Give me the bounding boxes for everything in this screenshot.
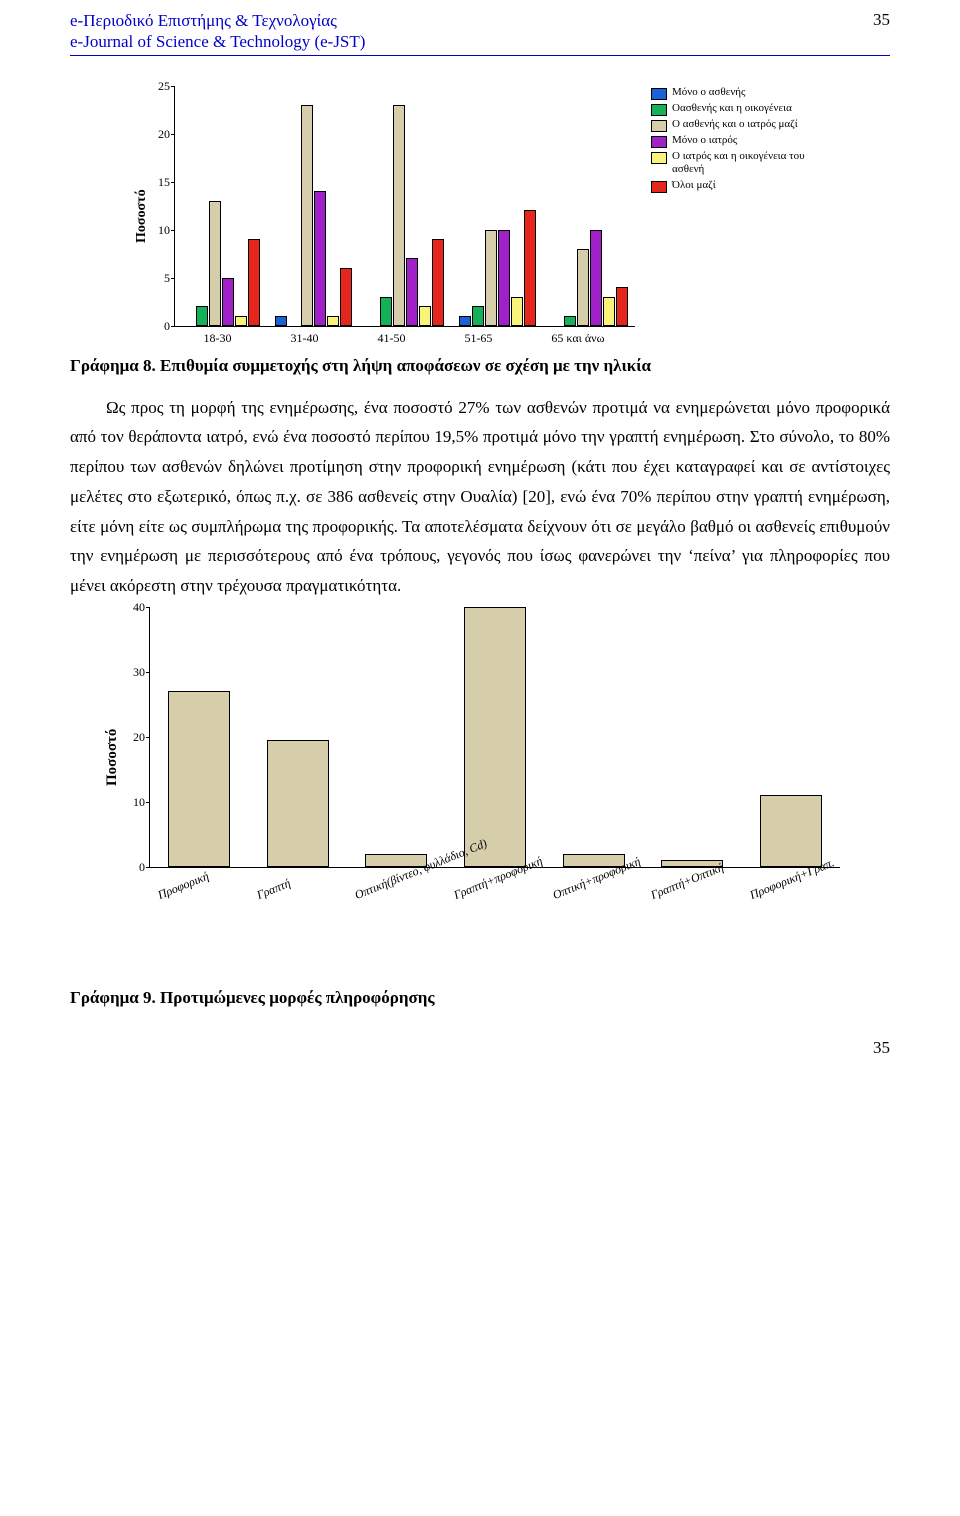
chart2-y-label: Ποσοστό bbox=[100, 647, 121, 867]
chart1-bar bbox=[511, 297, 523, 326]
page-number-bottom: 35 bbox=[70, 1038, 890, 1058]
chart2-x-tick: Προφορική bbox=[163, 863, 262, 988]
chart2-bar bbox=[267, 740, 329, 867]
chart2-caption-text: Προτιμώμενες μορφές πληροφόρησης bbox=[156, 988, 435, 1007]
chart1-bar bbox=[222, 278, 234, 326]
legend-swatch bbox=[651, 120, 667, 132]
chart1-bar bbox=[603, 297, 615, 326]
chart1-bar bbox=[432, 239, 444, 325]
chart1-bar-group bbox=[183, 201, 260, 326]
legend-swatch bbox=[651, 136, 667, 148]
chart1-legend-item: Όλοι μαζί bbox=[651, 179, 806, 193]
header-line-1: e-Περιοδικό Επιστήμης & Τεχνολογίας bbox=[70, 10, 365, 31]
chart1-y-label: Ποσοστό bbox=[130, 96, 150, 336]
chart2-x-tick: Οπτική+προφορική bbox=[558, 863, 657, 988]
chart1-bar bbox=[419, 306, 431, 325]
chart1-bar bbox=[524, 210, 536, 325]
chart1-bar bbox=[590, 230, 602, 326]
chart1-bar bbox=[248, 239, 260, 325]
legend-label: Ο ασθενής και ο ιατρός μαζί bbox=[672, 118, 798, 132]
chart1-x-axis: 18-30 31-40 41-50 51-65 65 και άνω bbox=[174, 327, 634, 346]
chart1-caption-label: Γράφημα 8. bbox=[70, 356, 156, 375]
chart1-caption-text: Επιθυμία συμμετοχής στη λήψη αποφάσεων σ… bbox=[156, 356, 651, 375]
legend-swatch bbox=[651, 152, 667, 164]
chart-2: Ποσοστό 010203040 ΠροφορικήΓραπτήΟπτική(… bbox=[100, 607, 860, 978]
legend-swatch bbox=[651, 181, 667, 193]
chart1-bar-group bbox=[459, 210, 536, 325]
chart1-bar bbox=[275, 316, 287, 326]
chart1-bar bbox=[235, 316, 247, 326]
chart2-bar bbox=[760, 795, 822, 867]
chart1-bar bbox=[314, 191, 326, 325]
chart1-bar bbox=[380, 297, 392, 326]
chart2-plot-area bbox=[149, 607, 840, 868]
chart1-bar bbox=[327, 316, 339, 326]
chart2-y-axis: 010203040 bbox=[121, 607, 149, 867]
chart1-caption: Γράφημα 8. Επιθυμία συμμετοχής στη λήψη … bbox=[70, 356, 890, 376]
chart1-bar bbox=[472, 306, 484, 325]
chart2-x-axis: ΠροφορικήΓραπτήΟπτική(βίντεο, φυλλάδιο, … bbox=[145, 868, 835, 978]
chart1-legend: Μόνο ο ασθενής Οασθενής και η οικογένεια Ο… bbox=[651, 86, 806, 327]
chart2-x-tick: Προφορική+Γραπ. bbox=[755, 863, 854, 988]
legend-swatch bbox=[651, 104, 667, 116]
chart1-bar bbox=[301, 105, 313, 326]
legend-label: Μόνο ο ασθενής bbox=[672, 86, 745, 100]
chart1-x-tick: 31-40 bbox=[290, 331, 318, 346]
chart1-bar bbox=[485, 230, 497, 326]
chart1-bar bbox=[393, 105, 405, 326]
chart1-bar-group bbox=[275, 105, 352, 326]
body-paragraph: Ως προς τη μορφή της ενημέρωσης, ένα ποσ… bbox=[70, 393, 890, 601]
chart1-bar bbox=[577, 249, 589, 326]
chart1-bar bbox=[498, 230, 510, 326]
chart1-bar-group bbox=[551, 230, 628, 326]
chart1-bar bbox=[340, 268, 352, 326]
chart1-bar bbox=[196, 306, 208, 325]
chart2-caption: Γράφημα 9. Προτιμώμενες μορφές πληροφόρη… bbox=[70, 988, 890, 1008]
legend-label: Ο ιατρός και η οικογένεια του ασθενή bbox=[672, 150, 806, 178]
chart1-legend-item: Μόνο ο ιατρός bbox=[651, 134, 806, 148]
chart1-bar bbox=[459, 316, 471, 326]
page-number-top: 35 bbox=[873, 10, 890, 30]
journal-header: e-Περιοδικό Επιστήμης & Τεχνολογίας e-Jo… bbox=[70, 10, 890, 56]
chart1-plot-area bbox=[174, 86, 635, 327]
header-line-2: e-Journal of Science & Technology (e-JST… bbox=[70, 31, 365, 52]
chart1-bar-group bbox=[367, 105, 444, 326]
page-root: 35 e-Περιοδικό Επιστήμης & Τεχνολογίας e… bbox=[0, 0, 960, 1088]
legend-label: Οασθενής και η οικογένεια bbox=[672, 102, 792, 116]
chart1-bar bbox=[564, 316, 576, 326]
chart2-caption-label: Γράφημα 9. bbox=[70, 988, 156, 1007]
chart1-x-tick: 51-65 bbox=[464, 331, 492, 346]
chart1-y-axis: 0510152025 bbox=[150, 86, 174, 326]
chart1-x-tick: 18-30 bbox=[203, 331, 231, 346]
chart1-legend-item: Οασθενής και η οικογένεια bbox=[651, 102, 806, 116]
chart1-bar bbox=[406, 258, 418, 325]
legend-label: Μόνο ο ιατρός bbox=[672, 134, 737, 148]
chart2-x-tick: Γραπτή bbox=[262, 863, 361, 988]
chart1-legend-item: Ο ιατρός και η οικογένεια του ασθενή bbox=[651, 150, 806, 178]
chart1-bar bbox=[209, 201, 221, 326]
chart-1: Ποσοστό 0510152025 Μόνο ο ασθενής Οασθενή… bbox=[130, 86, 830, 346]
chart2-x-tick: Γραπτή+Οπτική bbox=[656, 863, 755, 988]
legend-label: Όλοι μαζί bbox=[672, 179, 716, 193]
legend-swatch bbox=[651, 88, 667, 100]
chart1-legend-item: Μόνο ο ασθενής bbox=[651, 86, 806, 100]
chart2-bar bbox=[464, 607, 526, 867]
chart1-x-tick: 41-50 bbox=[377, 331, 405, 346]
chart1-bar bbox=[616, 287, 628, 325]
chart2-x-tick: Γραπτή+προφορική bbox=[459, 863, 558, 988]
chart1-legend-item: Ο ασθενής και ο ιατρός μαζί bbox=[651, 118, 806, 132]
chart1-x-tick: 65 και άνω bbox=[551, 331, 604, 346]
chart2-x-tick: Οπτική(βίντεο, φυλλάδιο, Cd) bbox=[360, 863, 459, 988]
chart2-bar bbox=[168, 691, 230, 867]
